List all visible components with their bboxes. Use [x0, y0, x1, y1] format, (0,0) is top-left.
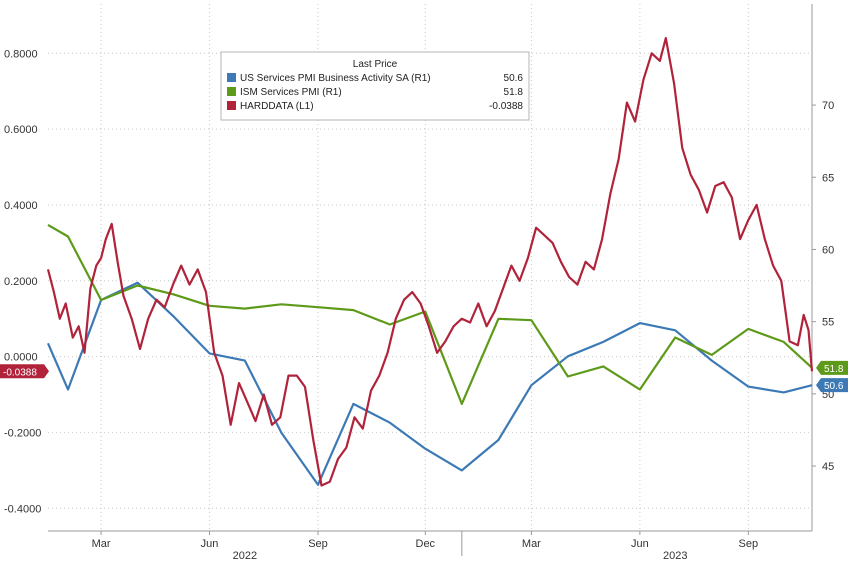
left-axis-tick-label: 0.0000 [4, 352, 38, 364]
x-axis-month-label: Jun [201, 538, 219, 550]
right-axis-tick-label: 70 [822, 100, 834, 112]
last-value-badge-label: -0.0388 [3, 367, 37, 378]
x-axis-month-label: Jun [631, 538, 649, 550]
series-line-2 [46, 36, 814, 487]
legend-swatch [227, 73, 236, 82]
legend-entry-label: ISM Services PMI (R1) [240, 87, 342, 98]
legend-entry-value: 50.6 [504, 73, 524, 84]
legend-entry-value: -0.0388 [489, 101, 523, 112]
legend-title: Last Price [353, 59, 398, 70]
x-axis-month-label: Dec [416, 538, 436, 550]
right-axis-tick-label: 60 [822, 244, 834, 256]
x-axis-month-label: Mar [92, 538, 111, 550]
right-axis-tick-label: 55 [822, 317, 834, 329]
x-axis-month-label: Sep [308, 538, 328, 550]
x-axis-year-label: 2023 [663, 550, 687, 561]
right-axis-tick-label: 65 [822, 172, 834, 184]
last-value-badge [0, 364, 49, 379]
left-axis-tick-label: -0.4000 [4, 503, 41, 515]
x-axis-month-label: Mar [522, 538, 541, 550]
left-axis-tick-label: 0.8000 [4, 48, 38, 60]
last-value-badge [816, 360, 848, 375]
legend-swatch [227, 87, 236, 96]
legend-entry-value: 51.8 [504, 87, 524, 98]
last-value-badge-label: 51.8 [824, 364, 844, 375]
legend-box [220, 51, 530, 121]
x-axis-year-label: 2022 [233, 550, 257, 561]
left-axis-tick-label: -0.2000 [4, 427, 41, 439]
last-value-badge-label: 50.6 [824, 381, 844, 392]
legend-entry-label: HARDDATA (L1) [240, 101, 314, 112]
left-axis-tick-label: 0.4000 [4, 200, 38, 212]
legend-swatch [227, 101, 236, 110]
left-axis-tick-label: 0.6000 [4, 124, 38, 136]
series-line-1 [47, 223, 813, 405]
x-axis-month-label: Sep [739, 538, 759, 550]
legend-entry-label: US Services PMI Business Activity SA (R1… [240, 73, 431, 84]
left-axis-tick-label: 0.2000 [4, 276, 38, 288]
last-value-badge [816, 378, 848, 393]
right-axis-tick-label: 45 [822, 461, 834, 473]
